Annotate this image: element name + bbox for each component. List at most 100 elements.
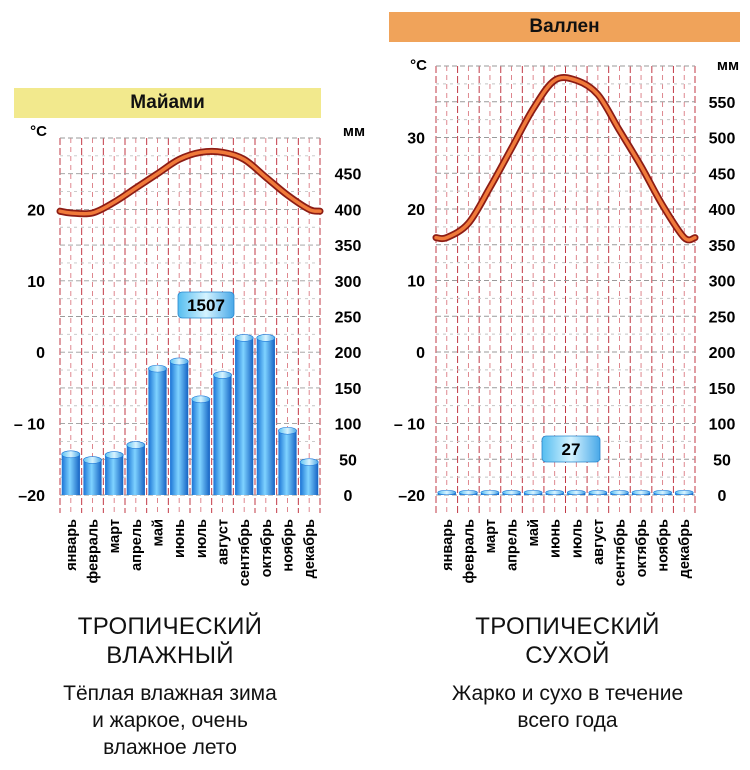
precipitation-bar-cap <box>191 395 211 404</box>
precipitation-unit-label: мм <box>717 57 739 74</box>
temperature-tick-label: – 10 <box>14 417 45 434</box>
precipitation-bar-body <box>213 375 232 495</box>
precipitation-tick-label: 150 <box>335 381 362 398</box>
precipitation-bar-body <box>170 361 189 495</box>
precipitation-bar-cap <box>588 489 608 496</box>
temperature-unit-label: °C <box>30 123 47 140</box>
temperature-tick-label: – 10 <box>394 417 425 434</box>
precipitation-tick-label: 0 <box>344 488 353 505</box>
precipitation-bar-body <box>61 454 80 495</box>
month-label: май <box>526 519 542 547</box>
month-label: сентябрь <box>237 519 253 586</box>
precipitation-tick-label: 150 <box>709 381 736 398</box>
month-label: сентябрь <box>612 519 628 586</box>
precipitation-bar <box>126 441 146 495</box>
precipitation-bar <box>653 489 672 496</box>
temperature-tick-label: –20 <box>18 488 45 505</box>
precipitation-tick-label: 300 <box>709 274 736 291</box>
precipitation-bar <box>278 426 297 495</box>
precipitation-bar-cap <box>83 456 102 464</box>
precipitation-bar-cap <box>299 458 319 466</box>
temperature-tick-label: 20 <box>27 202 45 219</box>
annual-total-tag-body <box>177 291 235 319</box>
precipitation-bar-cap <box>234 334 254 342</box>
temperature-tick-label: 0 <box>416 345 425 362</box>
temperature-unit-label: °C <box>410 57 427 74</box>
precipitation-bar-cap <box>148 364 167 373</box>
precipitation-tick-label: 0 <box>718 488 727 505</box>
precipitation-bar-body <box>126 445 145 495</box>
annual-total-label: 27 <box>562 440 581 459</box>
precipitation-bar <box>213 371 232 495</box>
precipitation-tick-label: 450 <box>335 167 362 184</box>
precipitation-tick-label: 450 <box>709 166 736 183</box>
month-label: январь <box>64 519 80 571</box>
precipitation-bar-cap <box>278 426 297 435</box>
climate-description-line: Жарко и сухо в течение <box>451 682 684 705</box>
temperature-line <box>58 149 322 216</box>
month-label: октябрь <box>259 519 275 577</box>
precipitation-unit-label: мм <box>343 123 365 140</box>
climate-type-line: СУХОЙ <box>525 642 610 669</box>
month-label: декабрь <box>677 519 693 578</box>
chart-title-miami: Майами <box>14 88 321 118</box>
precipitation-bar-cap <box>459 489 478 496</box>
precipitation-tick-label: 250 <box>709 309 736 326</box>
precipitation-bar <box>523 489 543 496</box>
temperature-tick-label: –20 <box>398 488 425 505</box>
precipitation-bar-cap <box>104 451 124 459</box>
caption-miami: ТРОПИЧЕСКИЙ ВЛАЖНЫЙ Тёплая влажная зима … <box>20 612 320 761</box>
precipitation-bar <box>169 357 189 495</box>
precipitation-bar-cap <box>437 489 457 496</box>
annual-total-tag: 1507 <box>177 291 235 319</box>
precipitation-bar-body <box>300 462 319 495</box>
temperature-curve <box>432 74 699 244</box>
precipitation-tick-label: 250 <box>335 310 362 327</box>
temperature-tick-label: 0 <box>36 345 45 362</box>
precipitation-bar <box>191 395 211 495</box>
month-label: июль <box>194 519 210 558</box>
precipitation-tick-label: 50 <box>713 452 731 469</box>
precipitation-bar <box>148 364 167 495</box>
temperature-tick-label: 10 <box>407 274 425 291</box>
precipitation-bar-body <box>278 430 297 495</box>
precipitation-bar-cap <box>502 489 521 496</box>
temperature-tick-label: 10 <box>27 274 45 291</box>
precipitation-bar <box>299 458 319 495</box>
month-label: август <box>591 519 607 565</box>
precipitation-tick-label: 100 <box>335 417 362 434</box>
precipitation-bar-body <box>256 337 275 495</box>
precipitation-bar-body <box>235 337 254 495</box>
precipitation-bar-body <box>105 455 124 495</box>
temperature-line <box>434 75 697 242</box>
annual-total-label: 1507 <box>187 296 225 315</box>
precipitation-bar-cap <box>213 371 232 379</box>
precipitation-bar-cap <box>653 489 672 496</box>
precipitation-tick-label: 400 <box>335 202 362 219</box>
precipitation-bar <box>502 489 521 496</box>
month-label: декабрь <box>302 519 318 578</box>
precipitation-bar <box>459 489 478 496</box>
climate-type-line: ВЛАЖНЫЙ <box>106 642 234 669</box>
precipitation-bar-body <box>191 399 210 495</box>
month-label: июнь <box>172 519 188 558</box>
precipitation-tick-label: 400 <box>709 202 736 219</box>
precipitation-bar-cap <box>480 489 500 496</box>
month-label: март <box>107 519 123 553</box>
precipitation-bar <box>437 489 457 496</box>
precipitation-bar-cap <box>61 450 81 459</box>
precipitation-tick-label: 200 <box>335 345 362 362</box>
precipitation-bar-body <box>83 460 102 495</box>
month-label: апрель <box>129 519 145 571</box>
annual-total-tag: 27 <box>541 435 601 463</box>
month-label: февраль <box>461 519 477 584</box>
precipitation-tick-label: 100 <box>709 417 736 434</box>
month-label: апрель <box>505 519 521 571</box>
month-label: июль <box>569 519 585 558</box>
precipitation-bar-cap <box>674 489 694 496</box>
month-label: август <box>216 519 232 565</box>
climate-type-line: ТРОПИЧЕСКИЙ <box>77 613 263 640</box>
